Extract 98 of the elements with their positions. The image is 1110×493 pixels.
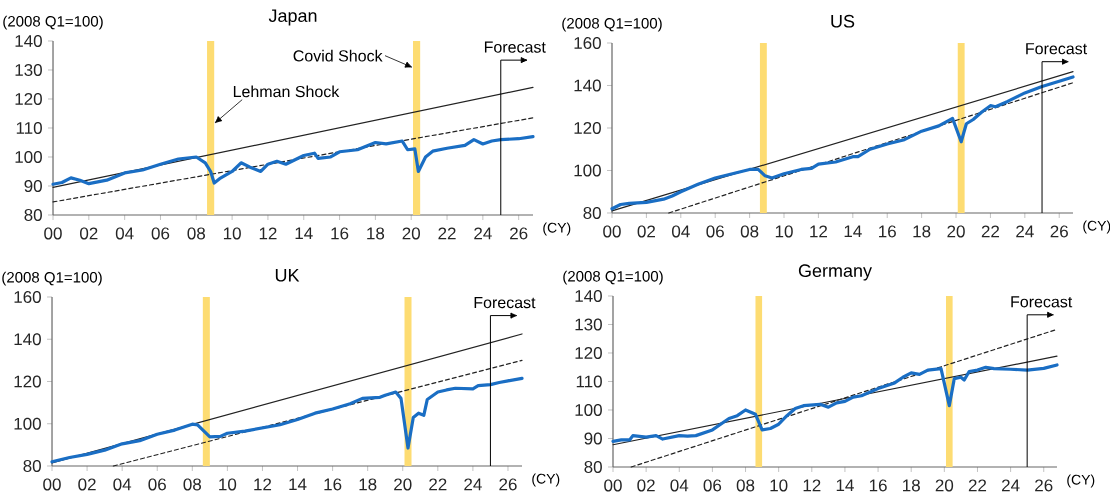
y-tick-label: 100 bbox=[14, 417, 41, 430]
ref-line-label: Forecast bbox=[1011, 296, 1073, 308]
x-axis-title: (CY) bbox=[532, 473, 560, 487]
chart-title: US bbox=[831, 14, 855, 28]
x-tick-label: 22 bbox=[438, 227, 456, 240]
x-tick-label: 00 bbox=[43, 478, 61, 491]
x-tick-label: 18 bbox=[913, 225, 931, 238]
x-tick-label: 02 bbox=[80, 227, 98, 240]
x-tick-label: 18 bbox=[367, 227, 385, 240]
x-tick-label: 04 bbox=[113, 478, 132, 491]
y-tick-label: 80 bbox=[23, 459, 41, 472]
x-tick-label: 04 bbox=[670, 479, 689, 492]
x-tick-label: 06 bbox=[703, 479, 722, 492]
x-tick-label: 22 bbox=[981, 225, 1000, 238]
x-tick-label: 04 bbox=[672, 225, 690, 238]
x-tick-label: 20 bbox=[402, 227, 420, 240]
y-tick-label: 90 bbox=[584, 432, 602, 445]
x-tick-label: 10 bbox=[219, 478, 237, 491]
chart-title: UK bbox=[275, 269, 300, 282]
x-tick-label: 06 bbox=[148, 478, 166, 491]
x-tick-label: 18 bbox=[359, 478, 377, 491]
x-tick-label: 06 bbox=[706, 225, 724, 238]
x-tick-label: 08 bbox=[183, 478, 202, 491]
x-tick-label: 18 bbox=[903, 479, 920, 492]
x-axis-title: (CY) bbox=[543, 222, 571, 236]
x-tick-label: 02 bbox=[78, 478, 96, 491]
x-tick-label: 26 bbox=[1050, 225, 1068, 238]
x-tick-label: 00 bbox=[604, 479, 622, 492]
chart-title: Japan bbox=[268, 9, 317, 26]
x-tick-label: 20 bbox=[935, 479, 954, 492]
x-tick-label: 14 bbox=[844, 225, 862, 238]
y-tick-label: 130 bbox=[15, 63, 42, 76]
ref-line-label: Forecast bbox=[474, 297, 536, 309]
x-tick-label: 26 bbox=[1035, 479, 1053, 492]
y-tick-label: 120 bbox=[15, 92, 42, 105]
y-tick-label: 80 bbox=[24, 208, 42, 221]
chart-title: Germany bbox=[798, 264, 872, 281]
x-tick-label: 12 bbox=[259, 227, 277, 240]
y-tick-label: 120 bbox=[574, 121, 601, 135]
x-tick-label: 02 bbox=[637, 479, 655, 492]
y-axis-title: (2008 Q1=100) bbox=[562, 17, 662, 32]
y-tick-label: 140 bbox=[574, 79, 601, 92]
x-tick-label: 16 bbox=[879, 225, 896, 238]
y-tick-label: 160 bbox=[14, 290, 41, 304]
y-tick-label: 140 bbox=[575, 289, 602, 302]
x-tick-label: 00 bbox=[603, 225, 621, 238]
x-tick-label: 16 bbox=[331, 227, 349, 240]
y-tick-label: 100 bbox=[15, 150, 42, 163]
x-tick-label: 08 bbox=[740, 225, 759, 238]
x-tick-label: 02 bbox=[637, 225, 655, 238]
ref-line-label: Forecast bbox=[1026, 43, 1088, 55]
x-tick-label: 24 bbox=[1016, 225, 1034, 238]
y-tick-label: 140 bbox=[15, 34, 42, 47]
x-axis-title: (CY) bbox=[1067, 474, 1095, 488]
ref-line-label: Forecast bbox=[484, 41, 546, 53]
x-tick-label: 14 bbox=[836, 479, 854, 492]
x-tick-label: 10 bbox=[775, 225, 793, 238]
y-tick-label: 120 bbox=[14, 375, 41, 388]
x-tick-label: 06 bbox=[151, 227, 170, 240]
y-axis-title: (2008 Q1=100) bbox=[563, 270, 663, 285]
y-tick-label: 100 bbox=[574, 164, 601, 177]
y-axis-title: (2008 Q1=100) bbox=[3, 15, 103, 30]
y-tick-label: 80 bbox=[584, 460, 602, 473]
y-tick-label: 100 bbox=[575, 403, 602, 416]
x-tick-label: 12 bbox=[803, 479, 821, 492]
x-tick-label: 26 bbox=[499, 478, 517, 491]
x-tick-label: 10 bbox=[770, 479, 788, 492]
y-tick-label: 110 bbox=[576, 375, 602, 388]
x-axis-title: (CY) bbox=[1083, 220, 1110, 234]
y-tick-label: 160 bbox=[574, 37, 601, 50]
x-tick-label: 16 bbox=[869, 479, 887, 492]
x-tick-label: 10 bbox=[223, 227, 241, 240]
x-tick-label: 20 bbox=[394, 478, 412, 491]
y-tick-label: 90 bbox=[24, 179, 42, 192]
x-tick-label: 22 bbox=[429, 478, 447, 491]
x-tick-label: 08 bbox=[187, 227, 206, 240]
y-tick-label: 80 bbox=[583, 206, 601, 219]
y-axis-title: (2008 Q1=100) bbox=[2, 271, 102, 286]
x-tick-label: 14 bbox=[289, 478, 307, 491]
y-tick-label: 120 bbox=[575, 346, 602, 359]
y-tick-label: 110 bbox=[16, 121, 42, 134]
y-tick-label: 130 bbox=[575, 318, 602, 331]
x-tick-label: 04 bbox=[115, 227, 134, 240]
x-tick-label: 20 bbox=[947, 225, 965, 238]
x-tick-label: 12 bbox=[254, 478, 272, 491]
x-tick-label: 16 bbox=[324, 478, 342, 491]
annotation: Covid Shock bbox=[293, 49, 383, 62]
x-tick-label: 12 bbox=[810, 225, 828, 238]
y-tick-label: 140 bbox=[14, 333, 41, 346]
x-tick-label: 24 bbox=[464, 478, 482, 491]
x-tick-label: 22 bbox=[968, 479, 987, 492]
annotation: Lehman Shock bbox=[233, 85, 340, 98]
x-tick-label: 24 bbox=[474, 227, 492, 240]
x-tick-label: 24 bbox=[1001, 479, 1020, 492]
x-tick-label: 14 bbox=[295, 227, 313, 240]
x-tick-label: 26 bbox=[510, 227, 528, 240]
x-tick-label: 00 bbox=[44, 227, 62, 240]
x-tick-label: 08 bbox=[736, 479, 755, 492]
